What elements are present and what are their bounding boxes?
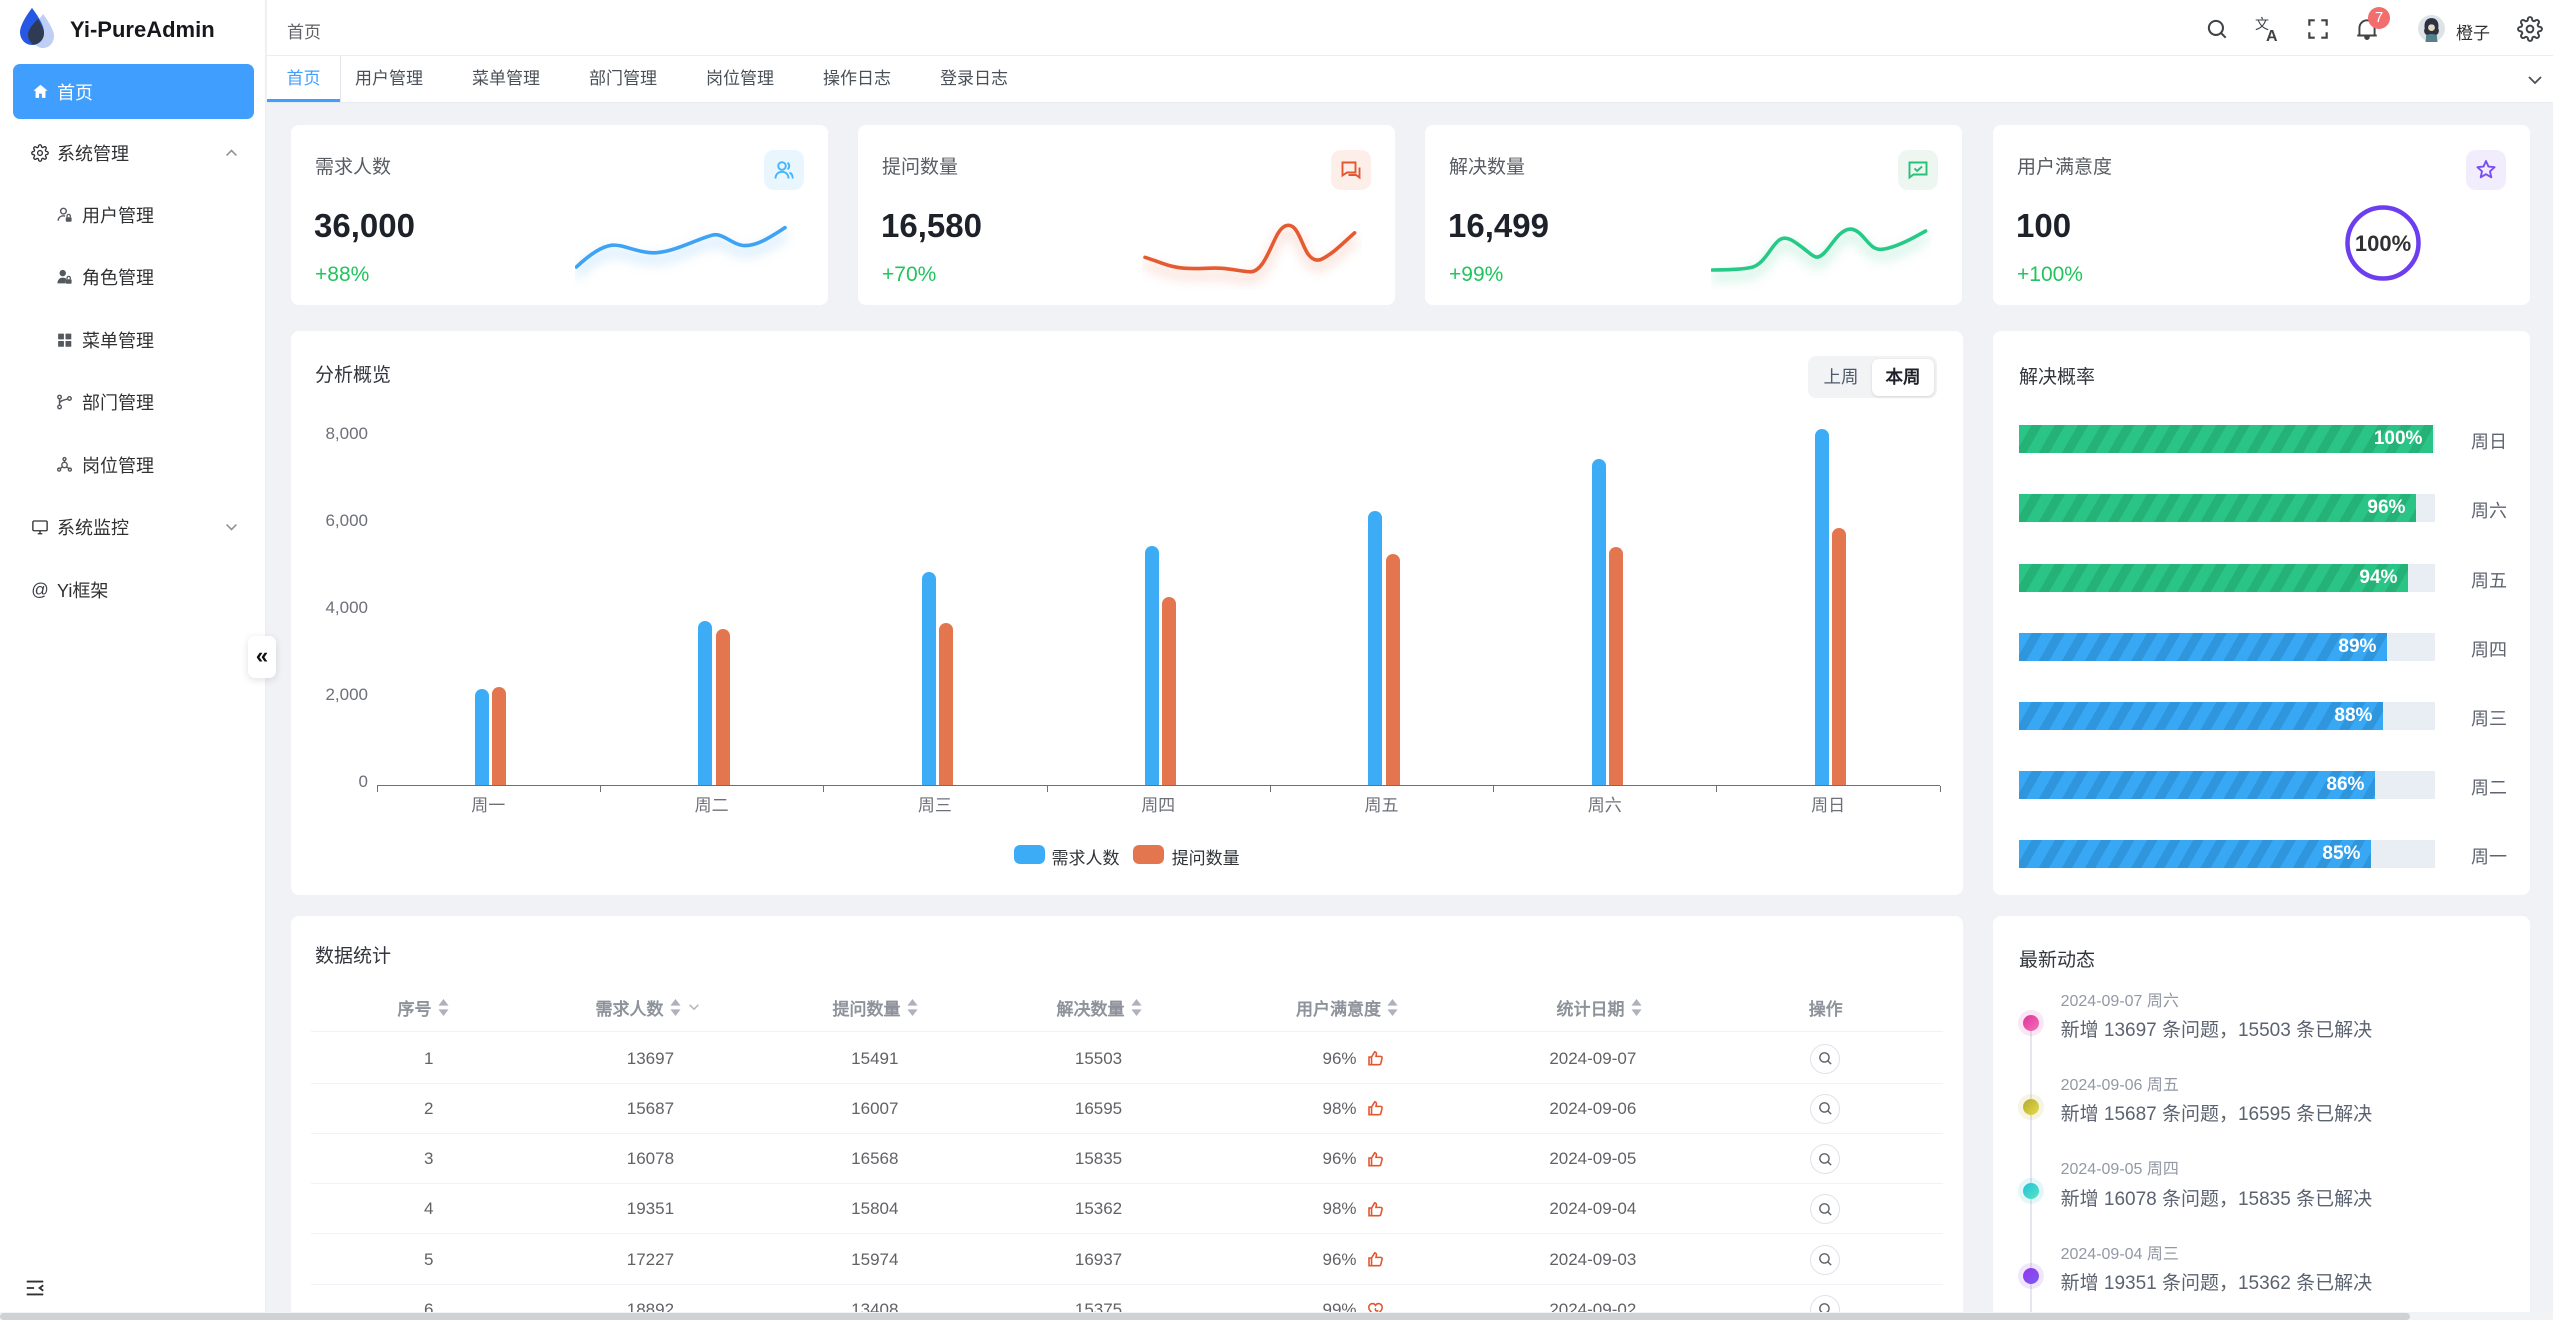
- svg-text:文: 文: [2255, 16, 2269, 32]
- svg-text:100%: 100%: [2355, 231, 2411, 256]
- svg-text:@: @: [31, 581, 49, 599]
- svg-text:A: A: [2266, 28, 2278, 42]
